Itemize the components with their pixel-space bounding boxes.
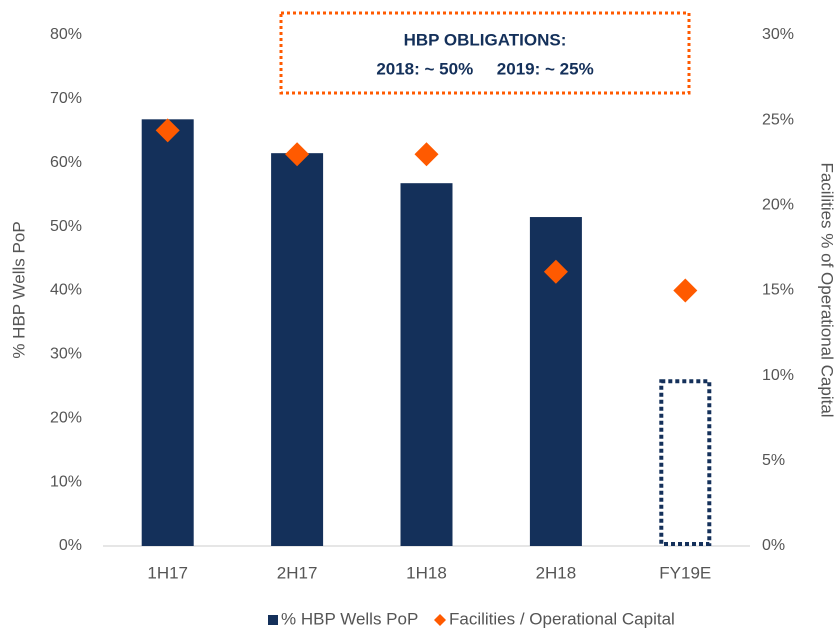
diamond-marker: [673, 278, 698, 303]
y2-axis-label: Facilities % of Operational Capital: [818, 162, 837, 417]
y-axis-label: % HBP Wells PoP: [9, 221, 28, 358]
bar: [400, 183, 453, 546]
y-tick-label: 50%: [50, 218, 82, 235]
y-tick-label: 60%: [50, 154, 82, 171]
x-tick-label: 2H18: [536, 563, 577, 582]
y2-tick-label: 10%: [762, 367, 794, 384]
bar-estimate: [659, 379, 712, 546]
annotation-box: [279, 11, 691, 95]
diamond-marker: [285, 142, 310, 167]
y2-tick-label: 25%: [762, 111, 794, 128]
legend-label: Facilities / Operational Capital: [449, 609, 675, 628]
y-tick-label: 20%: [50, 409, 82, 426]
y-tick-label: 10%: [50, 473, 82, 490]
bar: [141, 119, 194, 546]
y-tick-label: 0%: [59, 537, 82, 554]
y-tick-label: 70%: [50, 90, 82, 107]
x-tick-label: 1H18: [406, 563, 447, 582]
x-tick-label: FY19E: [659, 563, 711, 582]
annotation-title: HBP OBLIGATIONS:: [404, 30, 567, 49]
bar: [271, 153, 324, 546]
legend-swatch: [434, 614, 446, 626]
y2-tick-label: 0%: [762, 537, 785, 554]
y2-tick-label: 5%: [762, 452, 785, 469]
annotation-text: 2018: ~ 50% 2019: ~ 25%: [376, 59, 593, 78]
y2-tick-label: 20%: [762, 197, 794, 214]
y-tick-label: 40%: [50, 282, 82, 299]
y-tick-label: 80%: [50, 26, 82, 43]
y2-tick-label: 15%: [762, 282, 794, 299]
legend-label: % HBP Wells PoP: [281, 609, 418, 628]
diamond-marker: [414, 142, 439, 167]
x-tick-label: 2H17: [277, 563, 318, 582]
x-tick-label: 1H17: [147, 563, 188, 582]
diamond-marker: [543, 259, 568, 284]
diamond-marker: [155, 118, 180, 143]
y-tick-label: 30%: [50, 346, 82, 363]
y2-tick-label: 30%: [762, 26, 794, 43]
legend-swatch: [268, 615, 278, 625]
